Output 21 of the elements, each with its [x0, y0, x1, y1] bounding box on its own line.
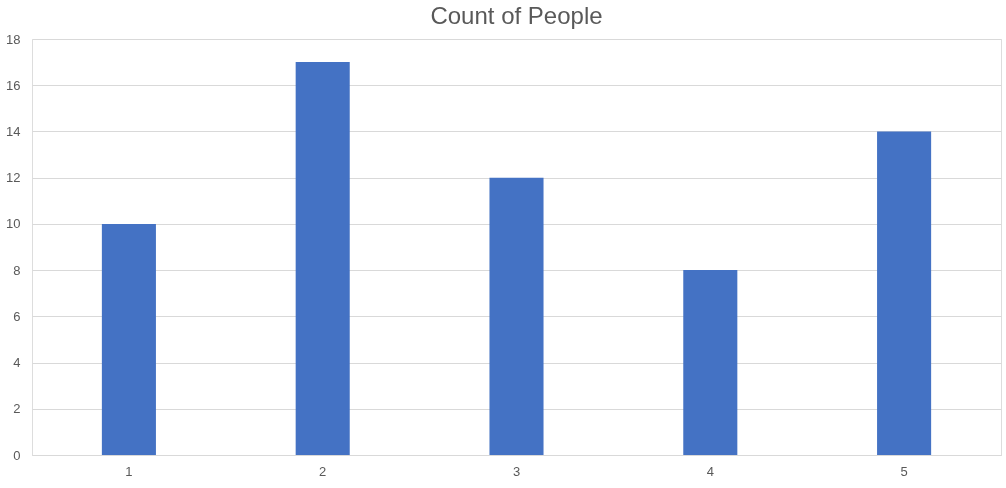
y-tick-label: 6: [13, 308, 21, 324]
y-tick-label: 8: [13, 262, 21, 278]
bar: [683, 270, 738, 455]
x-tick-label: 2: [319, 463, 327, 479]
x-tick-label: 1: [125, 463, 133, 479]
chart-title: Count of People: [430, 2, 603, 29]
y-tick-label: 2: [13, 401, 21, 417]
bar: [877, 131, 932, 455]
y-tick-label: 16: [6, 77, 21, 93]
bar: [489, 177, 544, 455]
bar: [101, 223, 156, 455]
y-tick-label: 4: [13, 355, 21, 371]
y-tick-label: 10: [6, 216, 21, 232]
y-tick-label: 0: [13, 447, 21, 463]
y-tick-label: 18: [6, 31, 21, 47]
y-tick-label: 12: [6, 170, 21, 186]
x-tick-label: 5: [900, 463, 908, 479]
x-tick-label: 4: [706, 463, 714, 479]
x-tick-label: 3: [512, 463, 521, 479]
bar: [295, 62, 350, 455]
y-tick-label: 14: [6, 123, 21, 139]
